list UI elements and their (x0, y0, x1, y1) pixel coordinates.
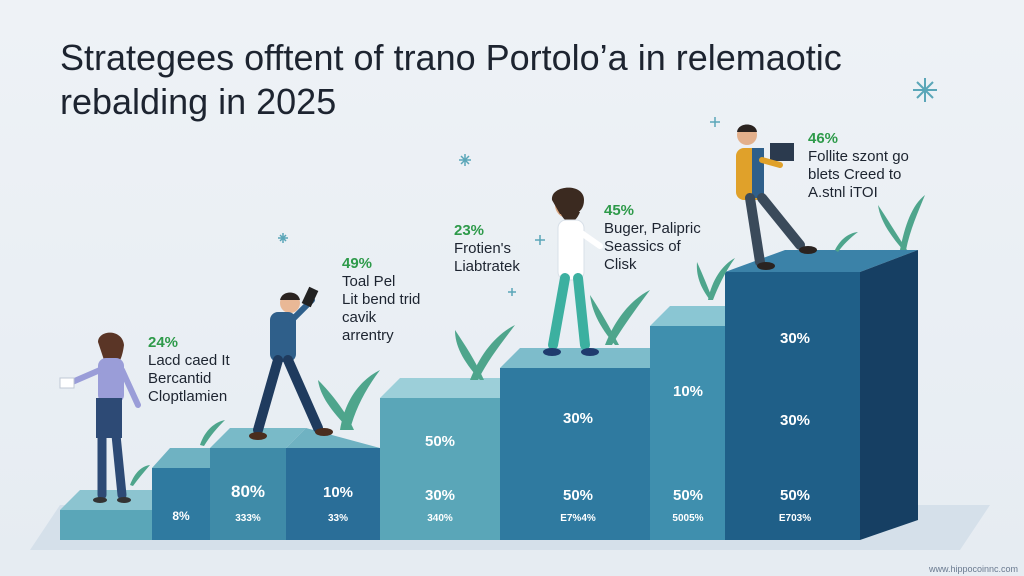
annotation-3: 23% Frotien's Liabtratek (454, 222, 520, 276)
annotation-1-line-3: Cloptlamien (148, 388, 228, 405)
annotation-2-line-1: Toal Pel (342, 273, 396, 290)
person-2 (249, 286, 333, 440)
step-4-top: 50% (425, 433, 455, 450)
person-3 (543, 187, 603, 356)
annotation-3-pct: 23% (454, 222, 485, 239)
step-values: 8% 80% 333% 10% 33% 50% 30% 340% 30% 50%… (172, 330, 811, 524)
step-5-bottom: E7%4% (560, 513, 596, 524)
staircase (60, 250, 918, 540)
snowflake-icon (278, 78, 937, 296)
step-2-bottom: 333% (235, 513, 261, 524)
step-5-mid: 50% (563, 487, 593, 504)
person-4 (736, 124, 817, 270)
page-title: Strategees offtent of trano Portolo’a in… (60, 36, 960, 124)
annotation-1-line-2: Bercantid (148, 370, 212, 387)
annotation-5-line-2: blets Creed to (808, 166, 902, 183)
annotation-4-line-2: Seassics of (604, 238, 681, 255)
annotation-5-line-3: A.stnl iTOI (808, 184, 878, 201)
title-line-1: Strategees offtent of trano Portolo’a in… (60, 37, 842, 78)
annotation-2-line-4: arrentry (342, 327, 394, 344)
step-4-bottom: 340% (427, 513, 453, 524)
annotation-3-line-1: Frotien's (454, 240, 512, 257)
step-7-top: 30% (780, 330, 810, 347)
annotation-2-pct: 49% (342, 255, 373, 272)
annotation-4-line-3: Clisk (604, 256, 637, 273)
step-5-top: 30% (563, 410, 593, 427)
annotation-4: 45% Buger, Palipric Seassics of Clisk (604, 202, 701, 274)
annotation-1-line-1: Lacd caed It (148, 352, 230, 369)
annotation-5: 46% Follite szont go blets Creed to A.st… (808, 130, 909, 202)
step-6-bottom: 5005% (672, 513, 703, 524)
step-7-mid: 30% (780, 412, 810, 429)
plant-icon (130, 195, 925, 486)
annotation-1-pct: 24% (148, 334, 179, 351)
step-2-top: 80% (231, 482, 265, 501)
step-4-mid: 30% (425, 487, 455, 504)
step-7-low: 50% (780, 487, 810, 504)
step-1-bottom: 8% (172, 509, 190, 523)
title-line-2: rebalding in 2025 (60, 81, 337, 122)
annotation-3-line-2: Liabtratek (454, 258, 520, 275)
annotation-1: 24% Lacd caed It Bercantid Cloptlamien (148, 334, 230, 406)
watermark: www.hippocoinnc.com (928, 564, 1018, 574)
step-3-bottom: 33% (328, 513, 348, 524)
annotation-2: 49% Toal Pel Lit bend trid cavik arrentr… (342, 255, 420, 345)
step-3-top: 10% (323, 484, 353, 501)
annotation-2-line-2: Lit bend trid (342, 291, 421, 308)
step-6-mid: 50% (673, 487, 703, 504)
person-1 (59, 332, 141, 503)
annotation-5-line-1: Follite szont go (808, 148, 909, 165)
step-6-top: 10% (673, 383, 703, 400)
annotation-2-line-3: cavik (342, 309, 377, 326)
annotation-5-pct: 46% (808, 130, 839, 147)
step-7-bottom: E703% (779, 513, 811, 524)
annotation-4-line-1: Buger, Palipric (604, 220, 701, 237)
annotation-4-pct: 45% (604, 202, 635, 219)
